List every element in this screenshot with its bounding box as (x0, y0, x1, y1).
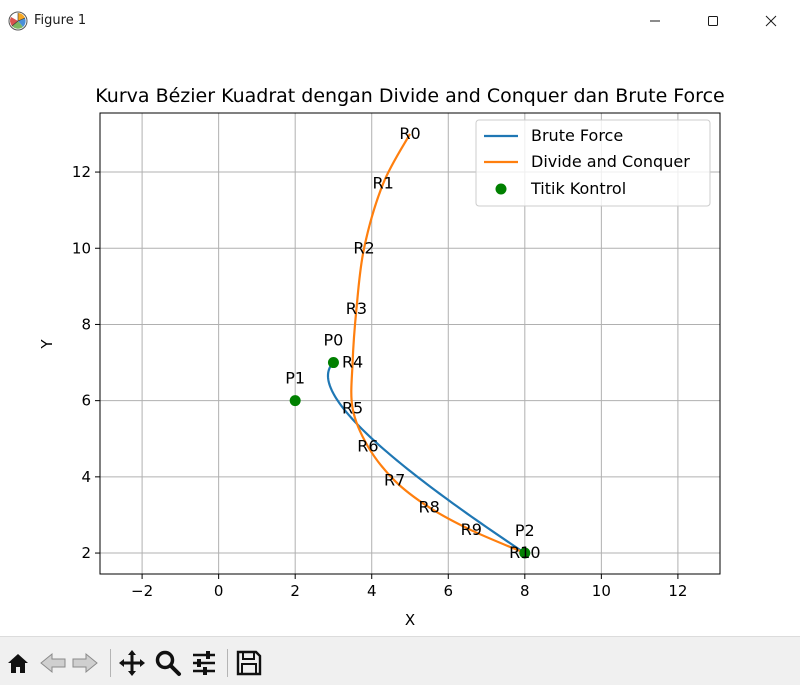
pan-icon (119, 650, 145, 676)
toolbar-separator (227, 649, 228, 677)
r-point-label: R0 (399, 124, 420, 143)
legend-label-titik-kontrol: Titik Kontrol (530, 179, 626, 198)
configure-subplots-icon (193, 651, 215, 675)
y-tick-label: 6 (81, 392, 91, 410)
x-tick-label: 12 (668, 582, 687, 600)
x-tick-label: 6 (443, 582, 453, 600)
r-point-label: R8 (418, 497, 439, 516)
configure-subplots-button[interactable] (189, 648, 219, 678)
chart-title: Kurva Bézier Kuadrat dengan Divide and C… (95, 85, 724, 107)
y-tick-label: 4 (81, 468, 91, 486)
control-point-marker (327, 357, 339, 369)
control-point-label: P1 (285, 369, 305, 388)
y-axis-label: Y (38, 339, 56, 350)
forward-icon (72, 652, 98, 674)
brute-force-curve (326, 361, 526, 554)
pan-button[interactable] (117, 648, 147, 678)
zoom-button[interactable] (153, 648, 183, 678)
x-tick-label: 4 (367, 582, 377, 600)
bezier-chart: P0 P1 P2 R0 R1 R2 R3 R4 R5 R6 R7 R8 R9 R10 −2 0 2 4 6 8 10 1… (38, 85, 725, 629)
x-tick-label: 8 (520, 582, 530, 600)
x-tick-label: 10 (592, 582, 611, 600)
legend-label-brute-force: Brute Force (531, 126, 623, 145)
y-tick-label: 2 (81, 544, 91, 562)
legend: Brute Force Divide and Conquer Titik Kon… (475, 119, 711, 207)
x-tick-label: 0 (214, 582, 224, 600)
save-button[interactable] (234, 648, 264, 678)
point-labels: P0 P1 P2 R0 R1 R2 R3 R4 R5 R6 R7 R8 R9 R10 (285, 124, 540, 562)
x-tick-label: −2 (131, 582, 153, 600)
r-point-label: R6 (357, 436, 378, 455)
legend-box (475, 119, 711, 207)
matplotlib-logo-icon (8, 11, 28, 31)
maximize-icon (708, 16, 718, 26)
y-tick-label: 12 (72, 163, 91, 181)
control-point-marker (519, 547, 531, 559)
maximize-button[interactable] (684, 0, 742, 42)
r-point-label: R4 (342, 353, 363, 372)
back-icon (40, 652, 66, 674)
toolbar-separator (110, 649, 111, 677)
close-button[interactable] (742, 0, 800, 42)
x-axis-label: X (405, 611, 415, 629)
minimize-icon (650, 20, 660, 22)
forward-button[interactable] (70, 648, 100, 678)
r-point-label: R2 (353, 238, 374, 257)
control-point-label: P2 (515, 521, 535, 540)
axes-frame (99, 112, 721, 575)
y-tick-label: 10 (72, 239, 91, 257)
r-point-label: R3 (346, 299, 367, 318)
home-button[interactable] (3, 648, 33, 678)
zoom-icon (155, 650, 181, 676)
x-tick-label: 2 (290, 582, 300, 600)
minimize-button[interactable] (626, 0, 684, 42)
r-point-label: R9 (461, 520, 482, 539)
r-point-label: R1 (373, 173, 394, 192)
close-icon (765, 15, 777, 27)
divide-and-conquer-curve (350, 133, 526, 555)
save-icon (236, 650, 262, 676)
title-bar: Figure 1 (0, 0, 800, 42)
window-title: Figure 1 (34, 13, 87, 28)
home-icon (8, 654, 28, 673)
back-button[interactable] (38, 648, 68, 678)
r-point-label: R7 (384, 471, 405, 490)
plot-series (289, 133, 531, 559)
r-point-label: R10 (509, 543, 540, 562)
control-point-marker (289, 395, 301, 407)
axis-ticks: −2 0 2 4 6 8 10 12 2 4 6 8 10 12 (72, 163, 688, 600)
control-point-label: P0 (324, 331, 344, 350)
legend-label-divide-and-conquer: Divide and Conquer (531, 152, 690, 171)
y-tick-label: 8 (81, 315, 91, 333)
figure-canvas[interactable]: P0 P1 P2 R0 R1 R2 R3 R4 R5 R6 R7 R8 R9 R10 −2 0 2 4 6 8 10 1… (0, 42, 800, 636)
navigation-toolbar (0, 636, 800, 685)
r-point-label: R5 (342, 398, 363, 417)
legend-marker-titik-kontrol (495, 183, 507, 195)
